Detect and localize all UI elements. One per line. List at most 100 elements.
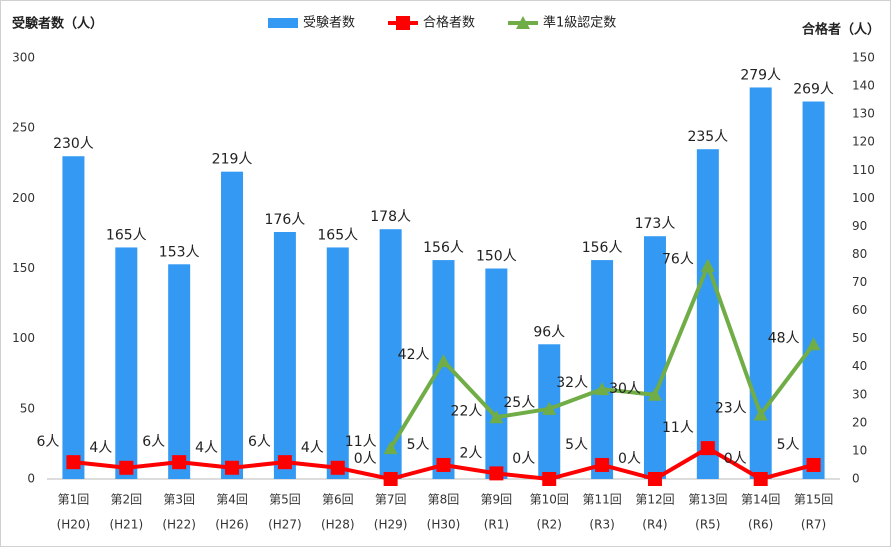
- line-marker: [66, 455, 81, 470]
- line-value-label: 5人: [407, 437, 430, 453]
- x-tick-label: (H28): [321, 518, 355, 532]
- line-marker: [225, 460, 240, 475]
- bar: [643, 236, 666, 479]
- bar-value-label: 150人: [476, 249, 517, 265]
- legend-swatch: [268, 18, 298, 28]
- y2-tick-label: 80: [852, 247, 867, 261]
- line-value-label: 25人: [503, 395, 535, 411]
- x-tick-label: (R6): [748, 518, 773, 532]
- x-tick-label: 第1回: [58, 493, 90, 507]
- bar: [485, 268, 508, 479]
- line-marker: [700, 441, 715, 456]
- y2-tick-label: 0: [852, 472, 860, 486]
- line-value-label: 4人: [195, 440, 218, 456]
- line-marker: [647, 472, 662, 486]
- bar-value-label: 269人: [793, 82, 834, 98]
- bar-value-label: 279人: [740, 67, 781, 83]
- bar: [432, 260, 455, 479]
- bar: [221, 171, 244, 480]
- y2-tick-label: 60: [852, 303, 867, 317]
- x-tick-label: (R3): [589, 518, 614, 532]
- y2-tick-label: 10: [852, 443, 867, 457]
- y-axis-title: 受験者数（人）: [12, 16, 103, 32]
- line-value-label: 32人: [556, 375, 588, 391]
- line-value-label: 0人: [618, 451, 641, 467]
- x-tick-label: 第2回: [110, 493, 142, 507]
- line-value-label: 11人: [662, 420, 694, 436]
- line-marker: [595, 382, 610, 396]
- bar-value-label: 178人: [370, 209, 411, 225]
- x-tick-label: (R7): [801, 518, 826, 532]
- y-tick-label: 250: [12, 121, 35, 135]
- x-tick-label: (R1): [484, 518, 509, 532]
- line-value-label: 0人: [354, 451, 377, 467]
- line-marker: [806, 337, 821, 351]
- x-tick-label: (H26): [215, 518, 249, 532]
- bar: [326, 247, 349, 479]
- bar-value-label: 165人: [106, 227, 147, 243]
- line-value-label: 42人: [398, 347, 430, 363]
- line-value-label: 48人: [768, 330, 800, 346]
- bar-value-label: 219人: [212, 152, 253, 168]
- line-value-label: 0人: [724, 451, 747, 467]
- bar: [62, 156, 85, 479]
- line-marker: [753, 407, 768, 421]
- x-tick-label: 第12回: [635, 493, 674, 507]
- line-marker: [277, 455, 292, 470]
- legend-marker: [396, 16, 410, 30]
- line-marker: [806, 457, 821, 472]
- x-tick-label: (H20): [57, 518, 91, 532]
- line-marker: [489, 410, 504, 424]
- y2-tick-label: 110: [852, 163, 875, 177]
- bar: [168, 264, 191, 479]
- line-value-label: 5人: [777, 437, 800, 453]
- line-marker: [647, 387, 662, 401]
- bar-value-label: 176人: [265, 212, 306, 228]
- y2-tick-label: 20: [852, 415, 867, 429]
- y-tick-label: 150: [12, 261, 35, 275]
- x-tick-label: (H22): [162, 518, 196, 532]
- line-marker: [542, 401, 557, 415]
- line-value-label: 23人: [715, 400, 747, 416]
- line-marker: [753, 472, 768, 486]
- line-value-label: 4人: [89, 440, 112, 456]
- y2-tick-label: 130: [852, 107, 875, 121]
- x-tick-label: 第5回: [269, 493, 301, 507]
- line-marker: [700, 258, 715, 272]
- line-marker: [383, 441, 398, 455]
- line-marker: [595, 457, 610, 472]
- legend-label: 受験者数: [303, 16, 355, 31]
- bar-value-label: 96人: [533, 324, 565, 340]
- y-tick-label: 50: [20, 401, 35, 415]
- bar: [696, 149, 719, 479]
- bar: [591, 260, 614, 479]
- bar-value-label: 230人: [53, 136, 94, 152]
- x-tick-label: 第11回: [582, 493, 621, 507]
- y2-tick-label: 50: [852, 331, 867, 345]
- y2-tick-label: 30: [852, 387, 867, 401]
- bar: [115, 247, 138, 479]
- line-value-label: 0人: [512, 451, 535, 467]
- bar: [379, 229, 402, 479]
- line-marker: [542, 472, 557, 486]
- line-value-label: 22人: [451, 403, 483, 419]
- line-marker: [172, 455, 187, 470]
- bar-value-label: 235人: [687, 129, 728, 145]
- x-tick-label: (R4): [642, 518, 667, 532]
- bar: [802, 101, 825, 480]
- y2-tick-label: 100: [852, 191, 875, 205]
- x-tick-label: (H30): [427, 518, 461, 532]
- line-value-label: 6人: [37, 434, 60, 450]
- line-marker: [489, 466, 504, 481]
- x-tick-label: 第3回: [163, 493, 195, 507]
- y2-tick-label: 150: [852, 51, 875, 65]
- bar-value-label: 173人: [635, 216, 676, 232]
- line-marker: [436, 354, 451, 368]
- bar: [749, 87, 772, 479]
- x-tick-label: 第15回: [794, 493, 833, 507]
- legend-label: 準1級認定数: [543, 15, 616, 31]
- y2-axis-title: 合格者（人）: [802, 22, 880, 38]
- bar: [273, 232, 296, 479]
- legend-marker: [516, 16, 530, 29]
